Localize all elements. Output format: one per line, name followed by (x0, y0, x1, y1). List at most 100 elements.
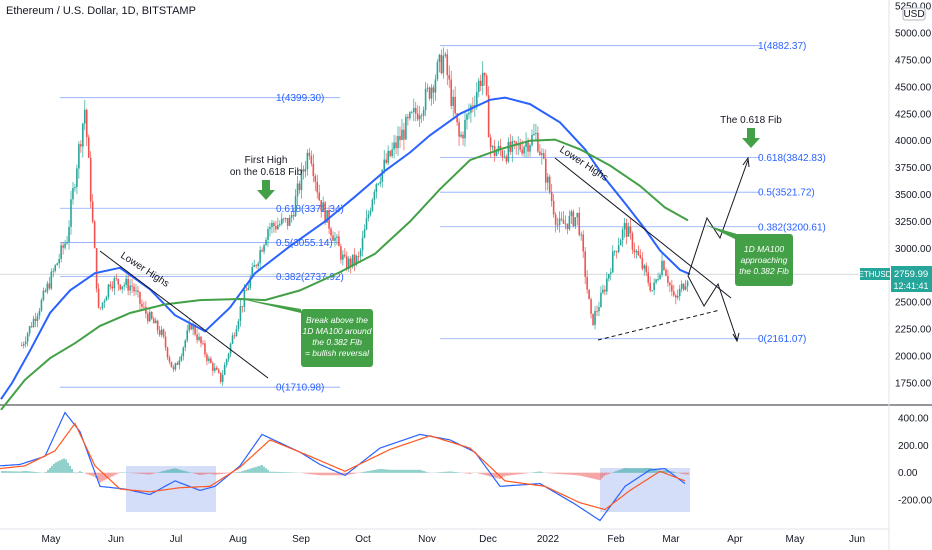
histogram-bar (643, 468, 645, 473)
candle-body (539, 151, 541, 155)
candle-body (48, 283, 51, 289)
candle-body (156, 320, 159, 331)
histogram-bar (9, 471, 11, 473)
histogram-bar (235, 472, 237, 473)
candle-body (495, 151, 498, 156)
svg-text:1D MA100 around: 1D MA100 around (303, 326, 372, 336)
histogram-bar (143, 472, 145, 475)
candle-body (131, 285, 133, 287)
histogram-bar (439, 472, 441, 473)
candle-body (558, 218, 561, 225)
candle-body (541, 153, 543, 155)
symbol-tag: ETHUSD (859, 268, 892, 280)
histogram-bar (15, 471, 17, 473)
histogram-bar (553, 472, 555, 474)
histogram-bar (167, 469, 169, 473)
candle-body (172, 367, 175, 370)
histogram-bar (463, 472, 465, 474)
fib-target-label: The 0.618 Fib (720, 115, 782, 126)
candle-body (560, 218, 563, 220)
histogram-bar (79, 471, 81, 473)
candle-body (137, 290, 139, 293)
price-axis[interactable]: 5250.00 5000.00 4750.00 4500.00 4250.00 4000.… (895, 2, 932, 390)
histogram-bar (69, 465, 71, 473)
histogram-bar (111, 472, 113, 477)
candle-body (22, 343, 25, 346)
histogram-bar (65, 459, 67, 473)
histogram-bar (169, 469, 171, 473)
histogram-bar (243, 470, 245, 473)
fib-left-label: 0.5(3055.14) (276, 238, 333, 249)
candle-body (403, 129, 405, 140)
histogram-bar (71, 469, 73, 473)
candle-body (481, 72, 484, 86)
candle-body (265, 239, 267, 246)
candle-body (89, 157, 92, 202)
histogram-bar (575, 472, 577, 476)
fib-right-label: 0(2161.07) (758, 334, 806, 345)
histogram-bar (139, 472, 141, 474)
histogram-bar (61, 459, 63, 473)
candle-body (80, 144, 82, 147)
histogram-bar (427, 472, 429, 473)
histogram-bar (549, 472, 551, 474)
histogram-bar (667, 470, 669, 473)
candle-body (267, 229, 269, 240)
histogram-bar (327, 472, 329, 476)
histogram-bar (165, 470, 167, 473)
histogram-bar (511, 472, 513, 476)
candle-body (647, 272, 650, 283)
candle-body (424, 88, 427, 111)
time-axis[interactable]: May Jun Jul Aug Sep Oct Nov Dec 2022 Feb Mar Apr May… (42, 534, 866, 545)
price-tick-label: 5000.00 (895, 29, 932, 40)
histogram-bar (615, 471, 617, 473)
histogram-bar (591, 472, 593, 479)
histogram-bar (319, 472, 321, 476)
histogram-bar (521, 472, 523, 474)
histogram-bar (421, 470, 423, 473)
histogram-bar (483, 472, 485, 475)
candle-body (235, 329, 238, 337)
histogram-bar (251, 468, 253, 473)
chart-title: Ethereum / U.S. Dollar, 1D, BITSTAMP (6, 5, 196, 17)
histogram-bar (215, 472, 217, 475)
histogram-bar (673, 471, 675, 473)
candle-body (342, 254, 344, 260)
histogram-bar (361, 472, 363, 473)
candle-body (87, 137, 90, 158)
candle-body (472, 105, 474, 107)
candle-body (550, 192, 553, 201)
histogram-bar (73, 472, 75, 473)
candle-body (436, 61, 439, 80)
histogram-bar (3, 471, 5, 473)
candle-body (657, 278, 659, 280)
histogram-bar (81, 471, 83, 473)
oscillator-axis[interactable]: 400.00 200.00 0.00 -200.00 (898, 414, 932, 507)
candle-body (190, 324, 192, 330)
histogram-bar (363, 471, 365, 473)
histogram-bar (253, 467, 255, 473)
histogram-bar (541, 471, 543, 473)
histogram-bar (11, 471, 13, 473)
candle-body (503, 156, 506, 158)
histogram-bar (17, 471, 19, 473)
first-high-line1: First High (245, 155, 288, 166)
candle-body (383, 159, 386, 170)
histogram-bar (579, 472, 581, 476)
candle-body (46, 283, 49, 292)
histogram-bar (679, 472, 681, 474)
candle-body (345, 256, 348, 269)
histogram-bar (109, 472, 111, 478)
histogram-bar (373, 469, 375, 473)
time-tick-label: Oct (355, 534, 371, 545)
candle-body (418, 115, 421, 120)
candle-body (115, 278, 118, 279)
histogram-bar (409, 469, 411, 473)
candle-body (405, 116, 407, 140)
candle-body (247, 287, 250, 290)
histogram-bar (681, 472, 683, 474)
candle-body (263, 245, 265, 252)
candle-body (369, 210, 372, 215)
candle-body (600, 292, 602, 308)
